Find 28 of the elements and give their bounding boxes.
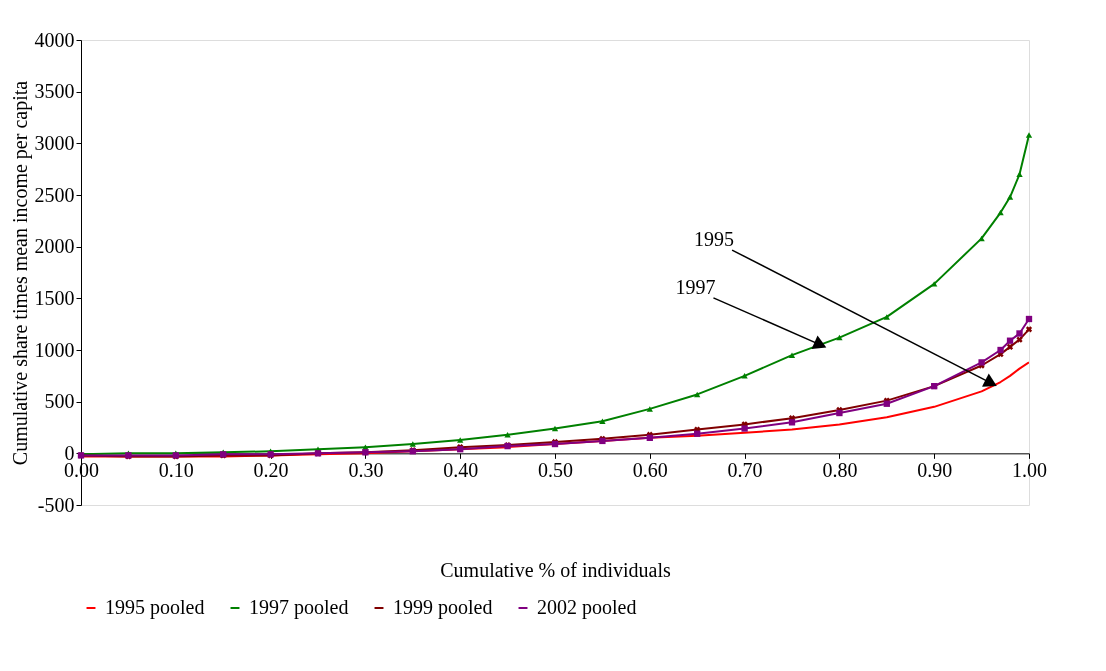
annotation: 1997: [675, 275, 716, 298]
y-tick-label: 2500: [34, 183, 75, 206]
x-tick-label: 0.70: [727, 458, 763, 481]
x-tick-label: 0.10: [158, 458, 194, 481]
legend-label: 2002 pooled: [537, 596, 637, 619]
x-tick-label: 0.20: [253, 458, 289, 481]
y-tick-label: 1000: [34, 338, 75, 361]
x-tick-label: 0.80: [822, 458, 858, 481]
x-tick-label: 0.60: [632, 458, 668, 481]
y-tick-label: 2000: [34, 235, 75, 258]
y-axis-title: Cumulative share times mean income per capita: [8, 80, 32, 466]
legend-label: 1999 pooled: [393, 596, 493, 619]
y-tick-label: 3500: [34, 80, 75, 103]
x-tick-label: 0.90: [917, 458, 953, 481]
y-tick-label: 500: [44, 390, 75, 413]
y-tick-label: 1500: [34, 286, 75, 309]
y-tick-label: 3000: [34, 131, 75, 154]
x-tick-label: 0.40: [443, 458, 479, 481]
y-tick-label: -500: [37, 493, 75, 516]
x-tick-label: 1.00: [1012, 458, 1047, 481]
x-tick-label: 0.30: [348, 458, 384, 481]
x-axis-title: Cumulative % of individuals: [440, 558, 671, 581]
annotation: 1995: [694, 228, 735, 251]
legend-label: 1997 pooled: [249, 596, 349, 619]
x-tick-label: 0.50: [538, 458, 573, 481]
y-tick-label: 4000: [34, 28, 75, 51]
y-tick-label: 0: [64, 441, 75, 464]
legend-label: 1995 pooled: [105, 596, 205, 619]
